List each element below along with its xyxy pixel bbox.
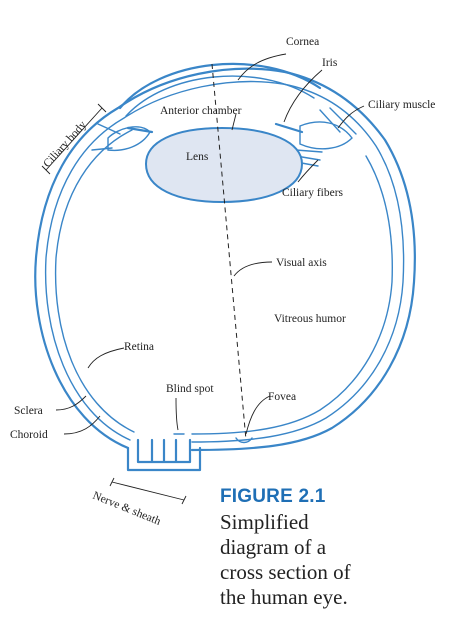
figure-caption: Simplified diagram of a cross section of…: [220, 510, 460, 610]
fovea-marker: [235, 437, 253, 444]
iris-left: [126, 126, 154, 134]
label-blind-spot: Blind spot: [166, 383, 214, 395]
label-iris: Iris: [322, 57, 338, 69]
optic-nerve: [126, 438, 202, 472]
label-ciliary-fibers: Ciliary fibers: [282, 187, 344, 199]
visual-axis-line: [211, 63, 247, 441]
label-choroid: Choroid: [10, 429, 48, 441]
label-ciliary-muscle: Ciliary muscle: [368, 99, 435, 111]
caption-line: the human eye.: [220, 585, 348, 609]
ciliary-muscle-shape: [299, 121, 353, 150]
caption-line: diagram of a: [220, 535, 327, 559]
label-cornea: Cornea: [286, 36, 319, 48]
retina-outline: [54, 129, 393, 435]
label-vitreous-humor: Vitreous humor: [274, 313, 346, 325]
caption-line: cross section of: [220, 560, 351, 584]
label-sclera: Sclera: [14, 405, 43, 417]
label-nerve-sheath: Nerve & sheath: [91, 490, 163, 528]
sclera-outline: [34, 67, 416, 452]
label-visual-axis: Visual axis: [276, 257, 327, 269]
label-lens: Lens: [186, 151, 209, 163]
caption-line: Simplified: [220, 510, 309, 534]
iris-right: [274, 122, 304, 134]
label-retina: Retina: [124, 341, 154, 353]
label-anterior-chamber: Anterior chamber: [160, 105, 242, 117]
lens-shape: [144, 126, 304, 204]
choroid-outline: [44, 80, 405, 443]
figure-number: FIGURE 2.1: [220, 486, 326, 507]
label-fovea: Fovea: [268, 391, 296, 403]
